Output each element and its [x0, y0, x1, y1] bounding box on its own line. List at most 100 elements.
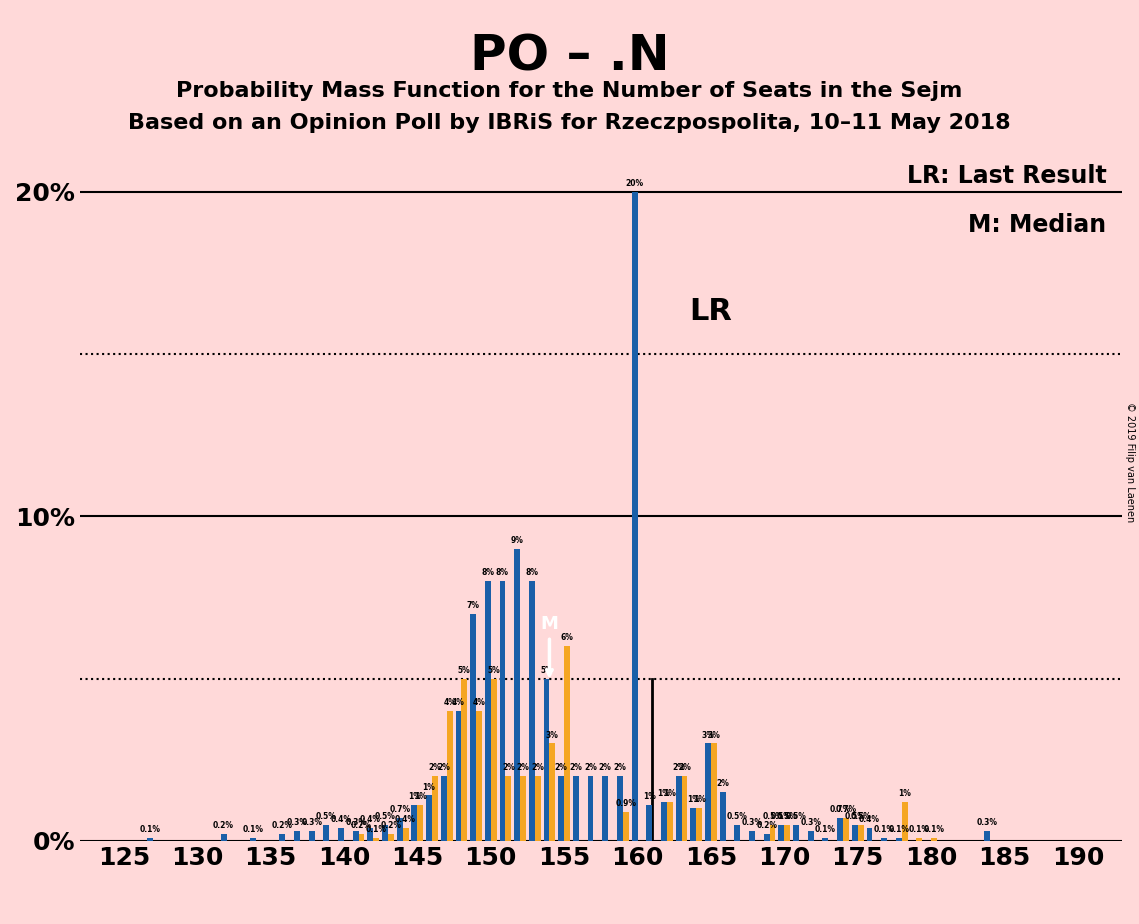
Bar: [368, 828, 374, 841]
Bar: [867, 828, 872, 841]
Text: 0.1%: 0.1%: [140, 825, 161, 833]
Bar: [446, 711, 452, 841]
Text: © 2019 Filip van Laenen: © 2019 Filip van Laenen: [1125, 402, 1134, 522]
Bar: [808, 831, 813, 841]
Text: 0.2%: 0.2%: [380, 821, 401, 831]
Text: 0.7%: 0.7%: [829, 805, 851, 814]
Text: 0.3%: 0.3%: [345, 819, 367, 827]
Text: 20%: 20%: [625, 179, 644, 188]
Bar: [514, 549, 521, 841]
Text: 2%: 2%: [599, 763, 612, 772]
Bar: [323, 824, 329, 841]
Bar: [837, 818, 843, 841]
Text: 0.3%: 0.3%: [301, 819, 322, 827]
Bar: [549, 744, 556, 841]
Bar: [338, 828, 344, 841]
Text: 5%: 5%: [487, 665, 500, 675]
Bar: [681, 776, 688, 841]
Text: 8%: 8%: [482, 568, 494, 578]
Text: 0.4%: 0.4%: [395, 815, 416, 824]
Text: 3%: 3%: [546, 731, 559, 739]
Bar: [417, 805, 424, 841]
Text: 1%: 1%: [899, 789, 911, 798]
Bar: [603, 776, 608, 841]
Text: 2%: 2%: [584, 763, 597, 772]
Bar: [500, 581, 506, 841]
Bar: [221, 834, 227, 841]
Bar: [432, 776, 437, 841]
Text: 4%: 4%: [452, 699, 465, 707]
Bar: [749, 831, 755, 841]
Text: 0.1%: 0.1%: [909, 825, 929, 833]
Text: 2%: 2%: [716, 779, 729, 788]
Text: 3%: 3%: [707, 731, 720, 739]
Bar: [661, 802, 666, 841]
Text: 4%: 4%: [473, 699, 485, 707]
Text: 8%: 8%: [495, 568, 509, 578]
Bar: [882, 837, 887, 841]
Bar: [902, 802, 908, 841]
Text: 0.3%: 0.3%: [976, 819, 998, 827]
Text: 1%: 1%: [408, 792, 420, 801]
Bar: [690, 808, 696, 841]
Text: 0.5%: 0.5%: [727, 811, 748, 821]
Bar: [528, 581, 535, 841]
Text: 0.7%: 0.7%: [835, 805, 857, 814]
Bar: [764, 834, 770, 841]
Text: 5%: 5%: [458, 665, 470, 675]
Text: 2%: 2%: [502, 763, 515, 772]
Text: 3%: 3%: [702, 731, 714, 739]
Text: 6%: 6%: [560, 633, 574, 642]
Text: 1%: 1%: [687, 796, 699, 805]
Bar: [852, 824, 858, 841]
Text: 9%: 9%: [510, 536, 524, 545]
Text: 1%: 1%: [642, 792, 656, 801]
Bar: [822, 837, 828, 841]
Text: 0.2%: 0.2%: [351, 821, 372, 831]
Bar: [491, 678, 497, 841]
Bar: [793, 824, 798, 841]
Bar: [374, 837, 379, 841]
Text: 8%: 8%: [525, 568, 539, 578]
Text: 2%: 2%: [517, 763, 530, 772]
Text: 0.1%: 0.1%: [243, 825, 263, 833]
Text: 0.1%: 0.1%: [814, 825, 836, 833]
Text: 0.4%: 0.4%: [859, 815, 880, 824]
Text: 0.5%: 0.5%: [777, 811, 797, 821]
Bar: [485, 581, 491, 841]
Bar: [778, 824, 785, 841]
Text: 1%: 1%: [657, 789, 671, 798]
Text: 0.3%: 0.3%: [801, 819, 821, 827]
Bar: [388, 834, 394, 841]
Bar: [632, 192, 638, 841]
Text: 7%: 7%: [467, 601, 480, 610]
Text: 0.5%: 0.5%: [771, 811, 792, 821]
Bar: [470, 614, 476, 841]
Text: 1%: 1%: [693, 796, 705, 805]
Bar: [403, 828, 409, 841]
Text: 0.2%: 0.2%: [272, 821, 293, 831]
Text: 2%: 2%: [678, 763, 691, 772]
Text: M: Median: M: Median: [968, 213, 1106, 237]
Text: 0.3%: 0.3%: [287, 819, 308, 827]
Text: 0.4%: 0.4%: [360, 815, 380, 824]
Text: 0.3%: 0.3%: [741, 819, 762, 827]
Bar: [843, 818, 849, 841]
Text: PO – .N: PO – .N: [469, 32, 670, 80]
Bar: [461, 678, 467, 841]
Bar: [441, 776, 446, 841]
Bar: [396, 818, 403, 841]
Bar: [646, 805, 653, 841]
Text: 0.1%: 0.1%: [924, 825, 944, 833]
Bar: [623, 811, 629, 841]
Bar: [309, 831, 314, 841]
Text: 0.4%: 0.4%: [330, 815, 352, 824]
Bar: [543, 678, 549, 841]
Text: Based on an Opinion Poll by IBRiS for Rzeczpospolita, 10–11 May 2018: Based on an Opinion Poll by IBRiS for Rz…: [129, 113, 1010, 133]
Bar: [147, 837, 153, 841]
Bar: [521, 776, 526, 841]
Bar: [617, 776, 623, 841]
Text: 2%: 2%: [437, 763, 450, 772]
Text: 2%: 2%: [672, 763, 685, 772]
Text: 5%: 5%: [540, 665, 552, 675]
